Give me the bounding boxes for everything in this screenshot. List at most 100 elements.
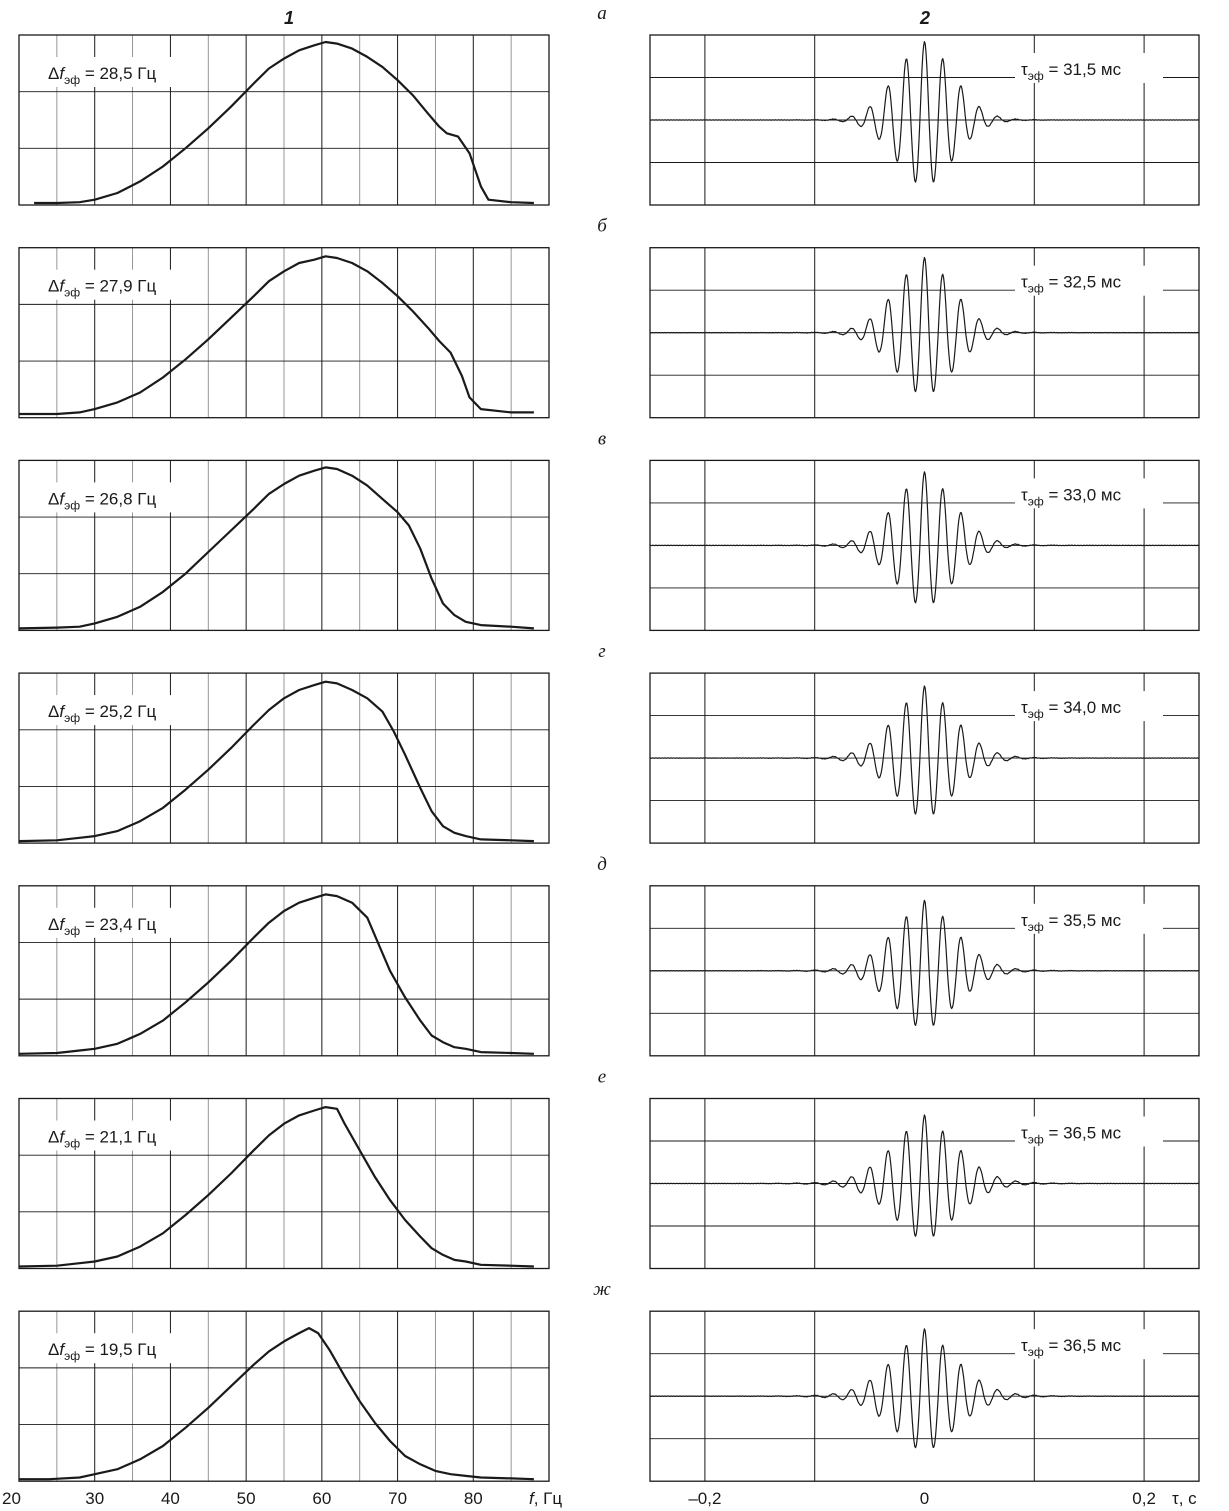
panel-row: ж Δfэф = 19,5 Гц τэф = 36,5 мс	[18, 1279, 1200, 1482]
panel-letter: а	[597, 3, 607, 24]
left-x-axis: 20 30 40 50 60 70 80 f, Гц	[2, 1489, 562, 1508]
panel-letter: г	[598, 641, 605, 662]
right-axis-title: τ, с	[1172, 1489, 1197, 1508]
spectrum-label-bg	[44, 907, 192, 938]
acf-frame	[649, 1097, 1200, 1270]
correlation-time-label: τэф = 36,5 мс	[1021, 1336, 1122, 1359]
spectrum-plot: Δfэф = 21,1 Гц	[18, 1097, 550, 1270]
acf-label-bg	[1015, 478, 1163, 509]
bandwidth-label: Δfэф = 23,4 Гц	[48, 915, 156, 938]
spectrum-label-bg	[44, 695, 192, 726]
acf-frame	[649, 459, 1200, 632]
left-tick-label: 60	[312, 1489, 331, 1508]
acf-frame	[649, 34, 1200, 206]
panel-row: е Δfэф = 21,1 Гц τэф = 36,5 мс	[18, 1067, 1200, 1270]
acf-plot: τэф = 34,0 мс	[649, 672, 1200, 844]
spectrum-label-bg	[44, 482, 192, 513]
spectrum-curve	[18, 680, 534, 843]
panel-row: г Δfэф = 25,2 Гц τэф = 34,0 мс	[18, 641, 1200, 844]
panel-letter: д	[597, 854, 607, 875]
left-axis-title: f, Гц	[529, 1489, 562, 1508]
bandwidth-label: Δfэф = 21,1 Гц	[48, 1128, 156, 1151]
spectrum-plot: Δfэф = 25,2 Гц	[18, 672, 550, 844]
left-tick-label: 50	[237, 1489, 256, 1508]
bandwidth-label: Δfэф = 26,8 Гц	[48, 489, 156, 512]
bandwidth-label: Δfэф = 25,2 Гц	[48, 702, 156, 725]
spectrum-label-bg	[44, 57, 192, 87]
acf-curve	[649, 1328, 1200, 1449]
bandwidth-label: Δfэф = 28,5 Гц	[48, 64, 156, 87]
acf-plot: τэф = 36,5 мс	[649, 1097, 1200, 1270]
correlation-time-label: τэф = 33,0 мс	[1021, 485, 1122, 508]
acf-label-bg	[1015, 691, 1163, 722]
panel-row: а Δfэф = 28,5 Гц τэф = 31,5 мс	[18, 3, 1200, 206]
spectrum-curve	[18, 466, 534, 630]
spectrum-plot: Δfэф = 27,9 Гц	[18, 247, 550, 419]
right-tick-label: 0,2	[1132, 1489, 1156, 1508]
left-tick-label: 30	[85, 1489, 104, 1508]
left-tick-label: 70	[388, 1489, 407, 1508]
acf-label-bg	[1015, 903, 1163, 934]
spectrum-plot: Δfэф = 19,5 Гц	[18, 1310, 550, 1482]
spectrum-frame	[18, 34, 550, 206]
spectrum-frame	[18, 672, 550, 844]
panel-letter: б	[597, 216, 608, 237]
acf-plot: τэф = 36,5 мс	[649, 1310, 1200, 1482]
left-tick-label: 40	[161, 1489, 180, 1508]
spectrum-frame	[18, 1097, 550, 1270]
acf-label-bg	[1015, 53, 1163, 83]
panel-row: д Δfэф = 23,4 Гц τэф = 35,5 мс	[18, 854, 1200, 1057]
spectrum-plot: Δfэф = 23,4 Гц	[18, 885, 550, 1057]
panel-letter: ж	[593, 1279, 611, 1300]
acf-curve	[649, 256, 1200, 393]
acf-label-bg	[1015, 265, 1163, 296]
panels: а Δfэф = 28,5 Гц τэф = 31,5 мс б Δfэф = 27,9…	[18, 3, 1200, 1482]
acf-plot: τэф = 35,5 мс	[649, 885, 1200, 1057]
acf-plot: τэф = 31,5 мс	[649, 34, 1200, 206]
right-tick-label: 0	[920, 1489, 929, 1508]
correlation-time-label: τэф = 31,5 мс	[1021, 60, 1122, 83]
bandwidth-label: Δfэф = 27,9 Гц	[48, 277, 156, 300]
acf-frame	[649, 247, 1200, 419]
right-x-axis: –0,2 0 0,2 τ, с	[688, 1489, 1197, 1508]
acf-curve	[649, 899, 1200, 1027]
acf-label-bg	[1015, 1329, 1163, 1360]
acf-frame	[649, 885, 1200, 1057]
spectrum-curve	[18, 893, 534, 1055]
acf-curve	[649, 1114, 1200, 1237]
acf-curve	[649, 40, 1200, 183]
spectrum-label-bg	[44, 1333, 192, 1364]
column-title-2: 2	[919, 8, 930, 28]
bandwidth-label: Δfэф = 19,5 Гц	[48, 1340, 156, 1363]
acf-frame	[649, 672, 1200, 844]
spectrum-label-bg	[44, 1120, 192, 1151]
spectrum-curve	[18, 1105, 534, 1268]
correlation-time-label: τэф = 36,5 мс	[1021, 1124, 1122, 1147]
panel-letter: в	[598, 428, 606, 449]
spectrum-frame	[18, 885, 550, 1057]
spectrum-plot: Δfэф = 28,5 Гц	[18, 34, 550, 206]
acf-frame	[649, 1310, 1200, 1482]
acf-curve	[649, 471, 1200, 604]
left-tick-label: 20	[2, 1489, 21, 1508]
correlation-time-label: τэф = 34,0 мс	[1021, 698, 1122, 721]
spectrum-frame	[18, 459, 550, 632]
correlation-time-label: τэф = 35,5 мс	[1021, 911, 1122, 934]
spectrum-frame	[18, 247, 550, 419]
column-title-1: 1	[284, 8, 294, 28]
left-tick-label: 80	[464, 1489, 483, 1508]
spectrum-label-bg	[44, 269, 192, 300]
spectrum-curve	[19, 255, 534, 416]
correlation-time-label: τэф = 32,5 мс	[1021, 273, 1122, 296]
panel-row: в Δfэф = 26,8 Гц τэф = 33,0 мс	[18, 428, 1200, 632]
spectrum-curve	[19, 1326, 534, 1481]
acf-label-bg	[1015, 1116, 1163, 1147]
acf-plot: τэф = 33,0 мс	[649, 459, 1200, 632]
right-tick-label: –0,2	[688, 1489, 721, 1508]
spectrum-curve	[34, 40, 534, 205]
spectrum-plot: Δfэф = 26,8 Гц	[18, 459, 550, 632]
acf-curve	[649, 685, 1200, 815]
panel-letter: е	[598, 1067, 606, 1088]
panel-row: б Δfэф = 27,9 Гц τэф = 32,5 мс	[18, 216, 1200, 419]
